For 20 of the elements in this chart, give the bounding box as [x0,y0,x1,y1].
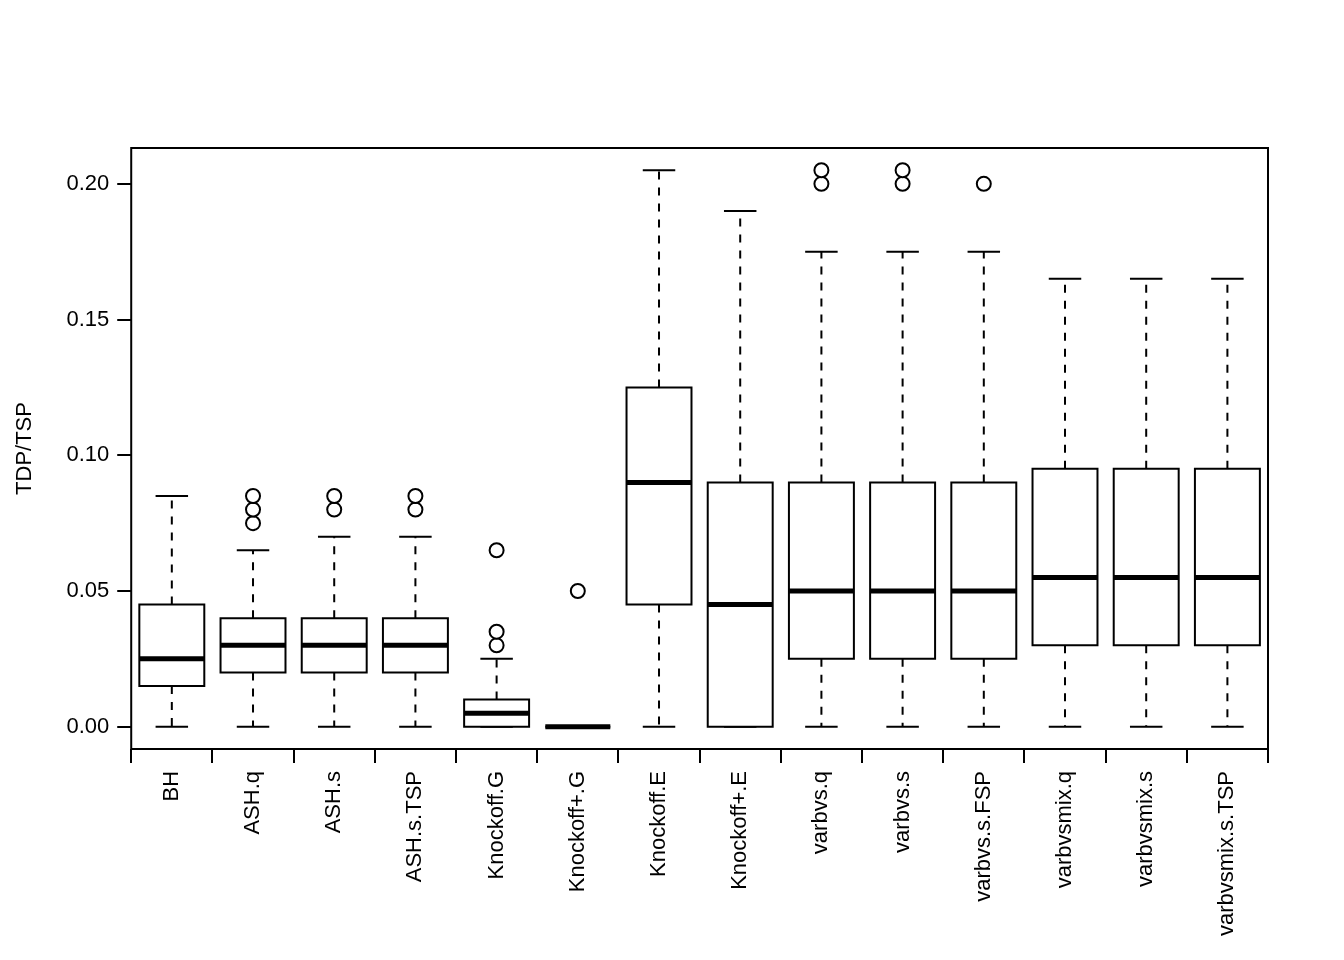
x-tick-label: BH [157,770,183,802]
y-tick-label: 0.00 [66,712,110,738]
x-tick-label: Knockoff+.G [563,770,589,893]
x-tick-label: Knockoff+.E [726,770,752,890]
x-tick-label: varbvs.s [888,770,914,853]
y-axis-title: TDP/TSP [11,402,37,495]
x-tick-label: varbvsmix.q [1051,770,1077,889]
y-tick-label: 0.15 [66,305,110,331]
y-tick-label: 0.10 [66,441,110,467]
x-tick-label: ASH.q [239,770,265,835]
x-tick-label: varbvs.q [807,770,833,855]
y-tick-label: 0.20 [66,169,110,195]
y-tick-label: 0.05 [66,577,110,603]
x-tick-label: Knockoff.G [482,770,508,880]
x-tick-label: Knockoff.E [645,770,671,877]
x-tick-label: ASH.s.TSP [401,770,427,883]
x-tick-label: varbvs.s.FSP [969,770,995,902]
x-tick-label: varbvsmix.s [1132,770,1158,888]
x-tick-label: ASH.s [320,770,346,834]
x-tick-label: varbvsmix.s.TSP [1213,770,1239,937]
